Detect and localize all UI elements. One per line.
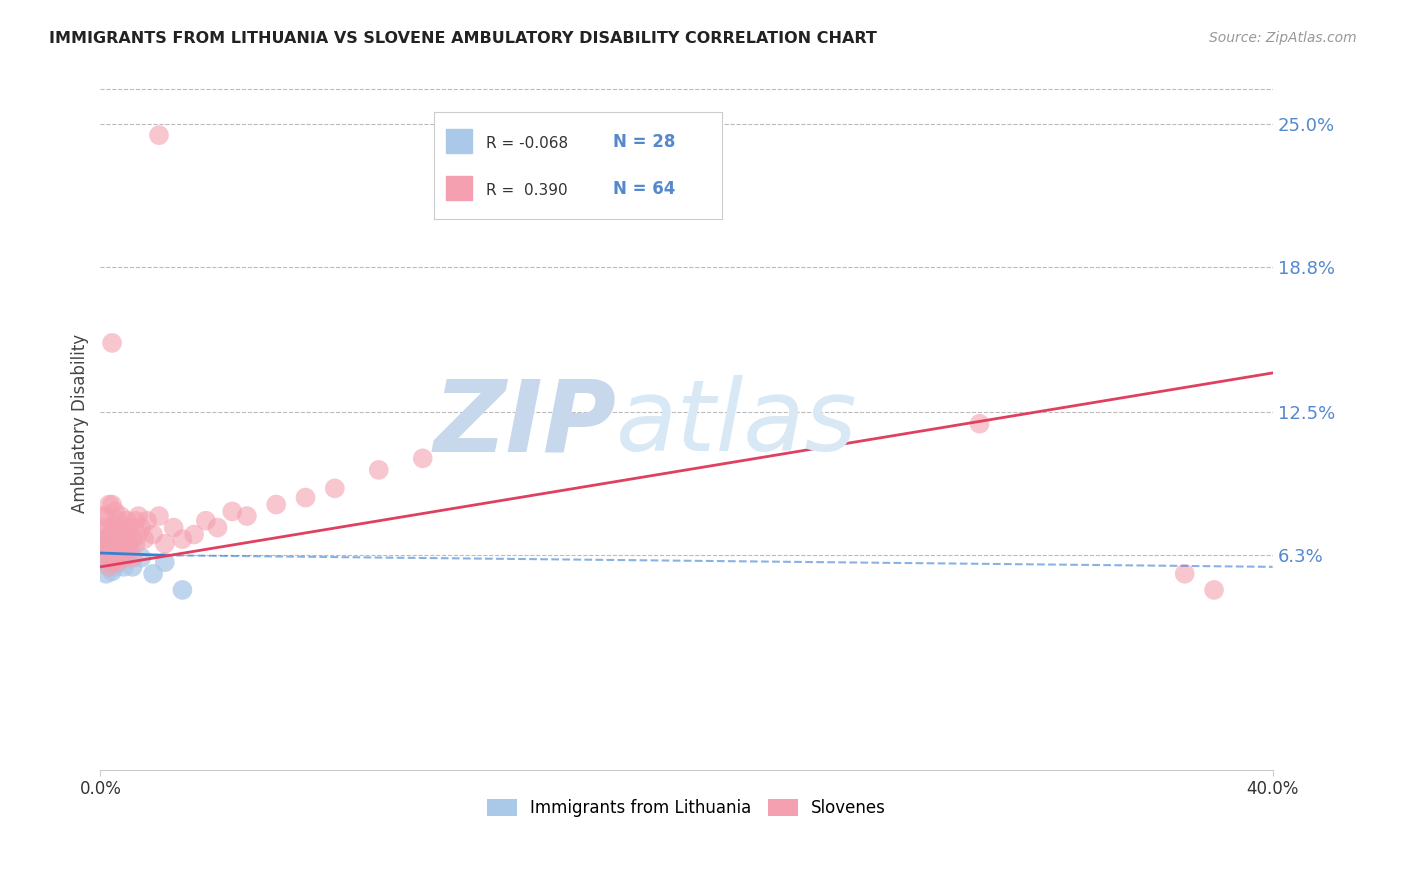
- Point: [148, 128, 170, 143]
- Point: [101, 543, 124, 558]
- Point: [98, 559, 121, 574]
- Point: [127, 509, 149, 524]
- Point: [412, 451, 434, 466]
- Point: [107, 555, 129, 569]
- Point: [104, 559, 127, 574]
- Point: [136, 514, 159, 528]
- Point: [107, 555, 129, 569]
- Text: Source: ZipAtlas.com: Source: ZipAtlas.com: [1209, 31, 1357, 45]
- Point: [112, 520, 135, 534]
- Point: [115, 532, 138, 546]
- Point: [101, 498, 124, 512]
- Point: [110, 550, 132, 565]
- Point: [294, 491, 316, 505]
- Point: [115, 549, 138, 563]
- Point: [236, 509, 259, 524]
- Point: [110, 537, 132, 551]
- Point: [121, 559, 143, 574]
- Point: [101, 555, 124, 569]
- Point: [98, 549, 121, 563]
- Point: [142, 527, 165, 541]
- Point: [96, 550, 118, 565]
- Point: [98, 520, 121, 534]
- Point: [98, 532, 121, 546]
- Point: [98, 549, 121, 563]
- Point: [96, 550, 118, 565]
- Point: [104, 549, 127, 563]
- Point: [172, 532, 194, 546]
- Point: [107, 527, 129, 541]
- Point: [221, 504, 243, 518]
- Point: [142, 566, 165, 581]
- Point: [121, 550, 143, 565]
- Point: [91, 537, 114, 551]
- Point: [98, 498, 121, 512]
- Text: IMMIGRANTS FROM LITHUANIA VS SLOVENE AMBULATORY DISABILITY CORRELATION CHART: IMMIGRANTS FROM LITHUANIA VS SLOVENE AMB…: [49, 31, 877, 46]
- Point: [104, 549, 127, 563]
- Point: [194, 514, 217, 528]
- Point: [172, 582, 194, 597]
- Point: [127, 527, 149, 541]
- Point: [101, 550, 124, 565]
- Point: [96, 566, 118, 581]
- Point: [183, 527, 205, 541]
- Text: ZIP: ZIP: [433, 376, 616, 472]
- Point: [162, 520, 184, 534]
- Point: [969, 417, 991, 431]
- Point: [110, 520, 132, 534]
- Point: [112, 537, 135, 551]
- Point: [121, 532, 143, 546]
- Point: [96, 537, 118, 551]
- Point: [98, 559, 121, 574]
- Point: [1202, 582, 1225, 597]
- Point: [124, 514, 146, 528]
- Point: [207, 520, 229, 534]
- Point: [98, 543, 121, 558]
- Point: [101, 565, 124, 579]
- Point: [110, 537, 132, 551]
- Point: [91, 509, 114, 524]
- Point: [131, 550, 153, 565]
- Point: [323, 481, 346, 495]
- Point: [118, 543, 141, 558]
- Point: [101, 520, 124, 534]
- Point: [1174, 566, 1197, 581]
- Point: [264, 498, 287, 512]
- Point: [104, 537, 127, 551]
- Point: [148, 509, 170, 524]
- Point: [91, 555, 114, 569]
- Point: [107, 543, 129, 558]
- Point: [107, 543, 129, 558]
- Point: [118, 537, 141, 551]
- Point: [118, 520, 141, 534]
- Point: [124, 537, 146, 551]
- Point: [104, 520, 127, 534]
- Point: [131, 520, 153, 534]
- Y-axis label: Ambulatory Disability: Ambulatory Disability: [72, 334, 89, 513]
- Point: [96, 520, 118, 534]
- Point: [112, 559, 135, 574]
- Point: [101, 537, 124, 551]
- Point: [96, 509, 118, 524]
- Point: [107, 514, 129, 528]
- Point: [134, 532, 156, 546]
- Point: [91, 532, 114, 546]
- Point: [91, 543, 114, 558]
- Point: [367, 463, 389, 477]
- Point: [112, 550, 135, 565]
- Point: [115, 543, 138, 558]
- Point: [96, 532, 118, 546]
- Point: [110, 549, 132, 563]
- Point: [153, 555, 176, 569]
- Point: [115, 514, 138, 528]
- Point: [104, 504, 127, 518]
- Legend: Immigrants from Lithuania, Slovenes: Immigrants from Lithuania, Slovenes: [479, 792, 893, 824]
- Text: atlas: atlas: [616, 376, 858, 472]
- Point: [153, 537, 176, 551]
- Point: [104, 555, 127, 569]
- Point: [110, 509, 132, 524]
- Point: [101, 335, 124, 350]
- Point: [101, 537, 124, 551]
- Point: [98, 555, 121, 569]
